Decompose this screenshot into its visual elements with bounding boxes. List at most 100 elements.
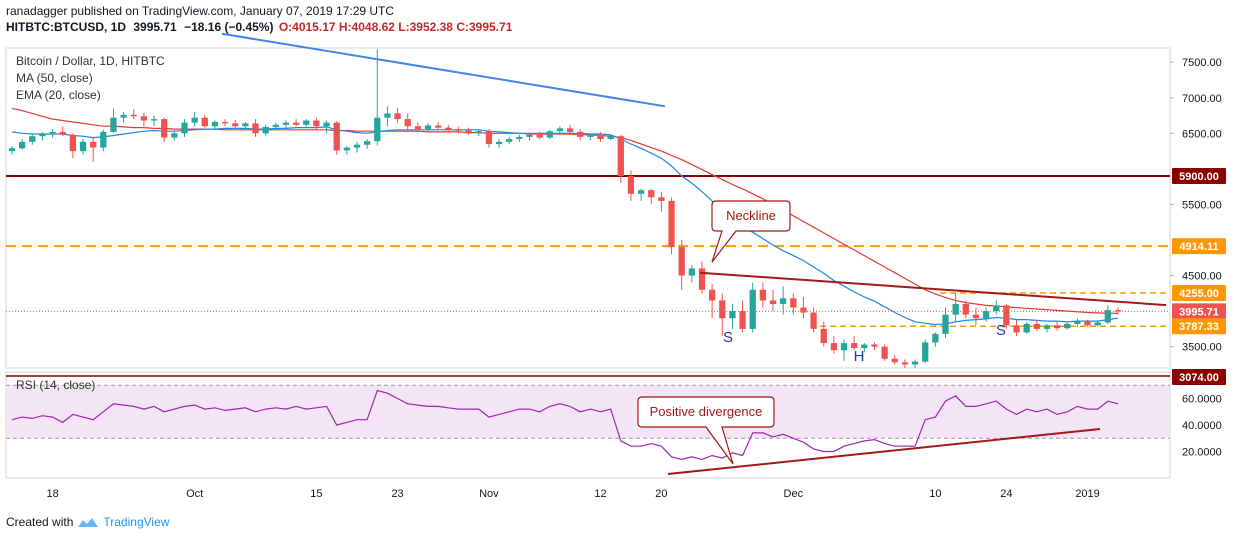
candle	[597, 131, 604, 142]
date-tick-label: 12	[594, 488, 606, 500]
candle-body	[658, 197, 665, 201]
candle	[1003, 304, 1010, 329]
legend-rsi: RSI (14, close)	[16, 378, 96, 392]
candle	[333, 121, 340, 155]
candle-body	[465, 130, 472, 134]
candle-body	[404, 119, 411, 127]
candle-body	[556, 128, 564, 132]
price-change: −18.16 (−0.45%)	[184, 20, 274, 34]
candle	[759, 282, 767, 308]
candle	[556, 126, 564, 135]
date-tick-label: 10	[929, 488, 941, 500]
candle	[292, 119, 300, 127]
candle	[232, 119, 239, 130]
candle-body	[587, 134, 594, 137]
candle	[516, 134, 523, 142]
candle-body	[130, 114, 137, 117]
candle-body	[790, 298, 797, 308]
candle-body	[922, 342, 929, 362]
candle	[100, 129, 107, 152]
candle	[130, 109, 137, 120]
candle	[627, 170, 635, 201]
candle	[1043, 323, 1051, 333]
candle-body	[1084, 321, 1091, 326]
candle-body	[942, 314, 949, 334]
candle-body	[282, 122, 290, 125]
candle-body	[840, 343, 848, 351]
candle	[1104, 305, 1111, 324]
price-tick-label: 6500.00	[1182, 128, 1222, 140]
candle-body	[617, 136, 624, 176]
candle	[668, 197, 675, 255]
candle	[120, 112, 127, 123]
candle-body	[303, 120, 310, 125]
candle	[729, 304, 736, 329]
candle	[150, 115, 158, 127]
price-label-text: 3995.71	[1179, 306, 1219, 318]
candle-body	[698, 268, 706, 290]
candle-body	[374, 117, 381, 142]
candle-body	[810, 312, 817, 329]
candle	[648, 188, 655, 205]
candle	[211, 120, 219, 130]
candle	[110, 108, 117, 134]
candle-body	[292, 122, 300, 125]
candle-body	[739, 311, 746, 329]
positive-divergence-line	[667, 427, 1101, 476]
candle	[1064, 321, 1071, 330]
rsi-tick-label: 40.0000	[1182, 420, 1222, 432]
candle	[19, 139, 26, 150]
rsi-tick-label: 60.0000	[1182, 394, 1222, 406]
candle	[252, 119, 259, 137]
candle-body	[323, 122, 330, 127]
candle-body	[150, 119, 158, 121]
rsi-line	[11, 389, 1119, 461]
candle	[861, 343, 868, 353]
candle	[506, 136, 513, 144]
candle	[485, 129, 493, 148]
candle	[201, 114, 208, 128]
positive-divergence-label: Positive divergence	[650, 404, 763, 419]
candle-body	[313, 120, 320, 127]
candle-body	[353, 144, 361, 148]
date-tick-label: 20	[655, 488, 667, 500]
candle	[191, 112, 198, 127]
candle-body	[221, 121, 229, 124]
candle-body	[546, 131, 553, 138]
candle-body	[901, 362, 909, 365]
candle	[526, 133, 533, 141]
candle-body	[414, 126, 422, 130]
candle	[8, 146, 16, 155]
candle-body	[1013, 325, 1020, 333]
candle	[993, 300, 1000, 315]
price-label-text: 4914.11	[1179, 241, 1218, 253]
footer: Created with TradingView	[6, 515, 169, 529]
candle-body	[962, 304, 969, 315]
candle	[39, 131, 46, 141]
price-label-text: 5900.00	[1179, 171, 1219, 183]
candle-body	[69, 134, 77, 152]
candle-body	[830, 343, 838, 351]
candle-body	[59, 131, 66, 135]
candle	[698, 261, 706, 294]
date-tick-label: 15	[310, 488, 322, 500]
candle	[871, 342, 878, 351]
candle	[922, 339, 929, 364]
candle	[810, 307, 817, 333]
date-tick-label: 23	[391, 488, 403, 500]
candle-body	[242, 123, 249, 127]
tradingview-brand[interactable]: TradingView	[103, 515, 170, 529]
candle-body	[881, 346, 888, 359]
candle-body	[394, 113, 401, 120]
candle	[465, 127, 472, 135]
candle-body	[1033, 323, 1040, 329]
candle-body	[597, 134, 604, 140]
candle	[830, 336, 838, 354]
candle	[881, 344, 888, 361]
candle	[1074, 318, 1081, 327]
candle	[637, 188, 645, 201]
candle	[435, 121, 442, 130]
candle-body	[820, 328, 827, 344]
candle	[972, 307, 980, 326]
